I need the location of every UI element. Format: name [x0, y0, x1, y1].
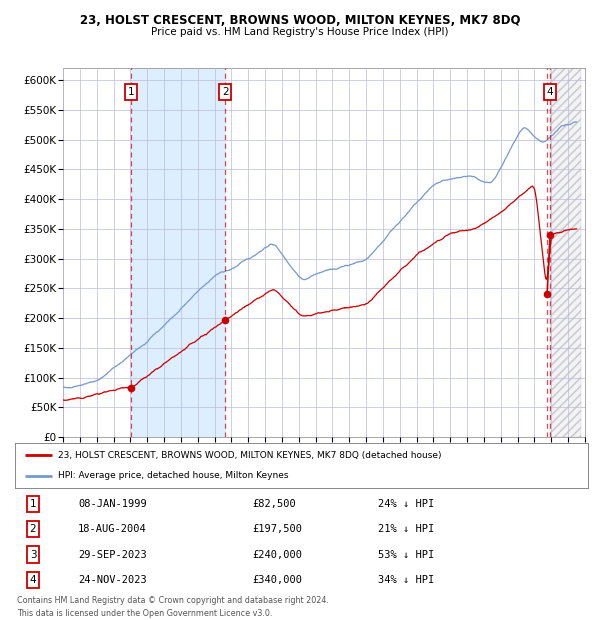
Text: 3: 3 [29, 549, 37, 560]
Text: 23, HOLST CRESCENT, BROWNS WOOD, MILTON KEYNES, MK7 8DQ (detached house): 23, HOLST CRESCENT, BROWNS WOOD, MILTON … [58, 451, 442, 460]
Text: 4: 4 [29, 575, 37, 585]
Text: £197,500: £197,500 [252, 524, 302, 534]
Text: 4: 4 [547, 87, 553, 97]
Text: 21% ↓ HPI: 21% ↓ HPI [378, 524, 434, 534]
Text: 34% ↓ HPI: 34% ↓ HPI [378, 575, 434, 585]
Text: 18-AUG-2004: 18-AUG-2004 [78, 524, 147, 534]
Text: 1: 1 [29, 498, 37, 509]
Text: £340,000: £340,000 [252, 575, 302, 585]
Text: 29-SEP-2023: 29-SEP-2023 [78, 549, 147, 560]
Bar [550, 68, 581, 437]
Text: 2: 2 [29, 524, 37, 534]
Text: 23, HOLST CRESCENT, BROWNS WOOD, MILTON KEYNES, MK7 8DQ: 23, HOLST CRESCENT, BROWNS WOOD, MILTON … [80, 14, 520, 27]
Text: 2: 2 [222, 87, 229, 97]
Text: HPI: Average price, detached house, Milton Keynes: HPI: Average price, detached house, Milt… [58, 471, 289, 480]
Text: Price paid vs. HM Land Registry's House Price Index (HPI): Price paid vs. HM Land Registry's House … [151, 27, 449, 37]
Text: 08-JAN-1999: 08-JAN-1999 [78, 498, 147, 509]
Text: £240,000: £240,000 [252, 549, 302, 560]
Text: 53% ↓ HPI: 53% ↓ HPI [378, 549, 434, 560]
Text: This data is licensed under the Open Government Licence v3.0.: This data is licensed under the Open Gov… [17, 609, 272, 619]
Bar [131, 68, 225, 437]
Text: 24% ↓ HPI: 24% ↓ HPI [378, 498, 434, 509]
Text: 24-NOV-2023: 24-NOV-2023 [78, 575, 147, 585]
Text: £82,500: £82,500 [252, 498, 296, 509]
Text: Contains HM Land Registry data © Crown copyright and database right 2024.: Contains HM Land Registry data © Crown c… [17, 596, 329, 605]
Text: 1: 1 [128, 87, 134, 97]
